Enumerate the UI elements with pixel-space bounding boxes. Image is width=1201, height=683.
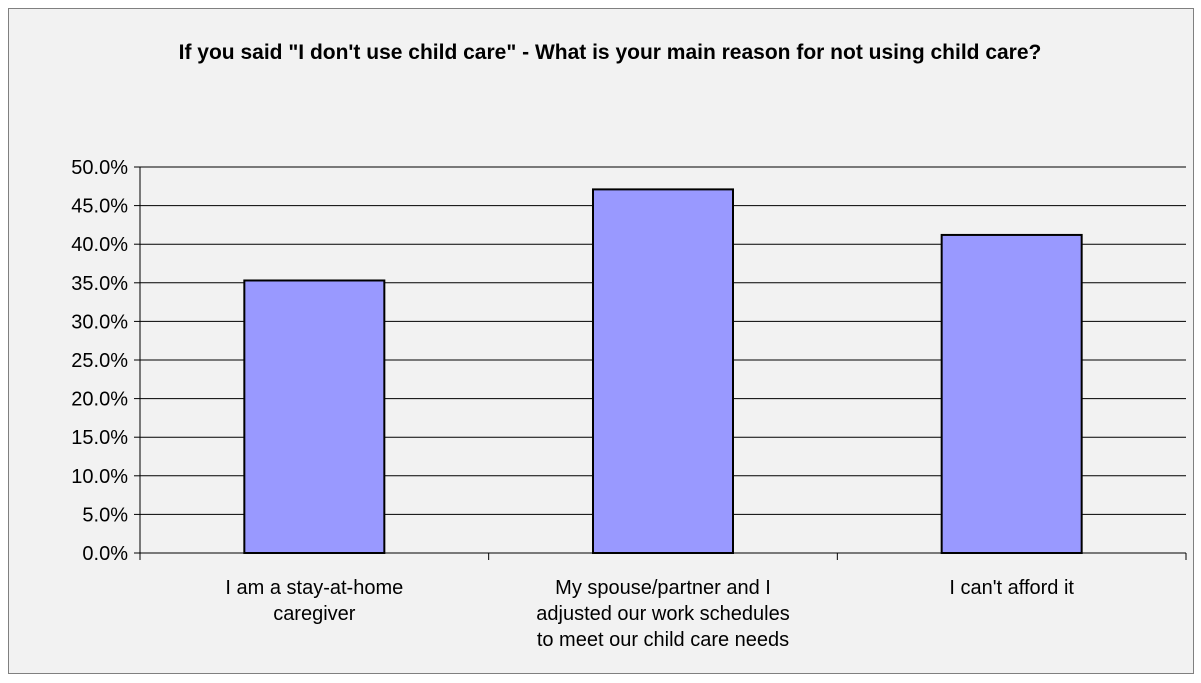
y-tick-label: 30.0% [71, 311, 128, 333]
chart-title: If you said "I don't use child care" - W… [178, 41, 1042, 64]
category-label-line: My spouse/partner and I [555, 577, 771, 599]
category-label: I am a stay-at-home caregiver [225, 577, 403, 625]
y-tick-label: 5.0% [82, 504, 128, 526]
y-tick-label: 10.0% [71, 466, 128, 488]
bar [940, 233, 1083, 554]
category-label: My spouse/partner and I adjusted our work… [536, 577, 789, 651]
y-tick-label: 45.0% [71, 196, 128, 218]
y-tick-label: 0.0% [82, 543, 128, 565]
bar [243, 279, 386, 554]
y-tick-label: 15.0% [71, 427, 128, 449]
category-label-line: to meet our child care needs [537, 629, 789, 651]
category-label-line: I am a stay-at-home [225, 577, 403, 599]
category-label-line: adjusted our work schedules [536, 603, 789, 625]
y-tick-label: 25.0% [71, 350, 128, 372]
y-tick-label: 50.0% [71, 157, 128, 179]
y-tick-label: 40.0% [71, 234, 128, 256]
category-label: I can't afford it [949, 577, 1074, 599]
y-tick-label: 35.0% [71, 273, 128, 295]
bar [592, 188, 734, 554]
y-tick-label: 20.0% [71, 389, 128, 411]
category-label-line: caregiver [273, 603, 356, 625]
category-label-line: I can't afford it [949, 577, 1074, 599]
